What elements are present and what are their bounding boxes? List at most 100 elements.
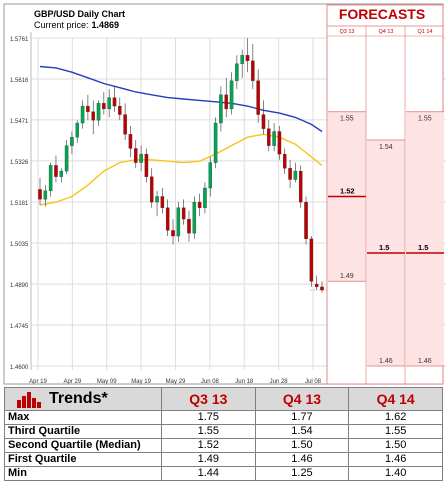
cell-value: 1.77 bbox=[254, 410, 350, 425]
y-tick-label: 1.4600 bbox=[10, 365, 29, 371]
candle-body bbox=[224, 94, 228, 110]
candle-body bbox=[283, 153, 287, 169]
candle-body bbox=[309, 238, 314, 282]
table-row: Min 1.44 1.25 1.40 bbox=[4, 466, 443, 481]
candle-body bbox=[304, 201, 308, 240]
candle-body bbox=[64, 145, 69, 172]
bar-chart-icon bbox=[17, 392, 41, 408]
trends-header-q3-13: Q3 13 bbox=[161, 387, 256, 411]
row-label: First Quartile bbox=[4, 452, 162, 467]
cell-value: 1.55 bbox=[161, 424, 256, 439]
candle-body bbox=[139, 153, 143, 163]
y-tick-label: 1.4745 bbox=[10, 324, 29, 330]
candle-body bbox=[59, 170, 64, 177]
candle-body bbox=[149, 176, 154, 203]
candle-body bbox=[208, 162, 213, 189]
forecast-median-label: 1.52 bbox=[340, 186, 355, 195]
candle-body bbox=[134, 148, 138, 163]
cell-value: 1.75 bbox=[161, 410, 256, 425]
x-tick-label: Jun 18 bbox=[235, 379, 254, 385]
current-price-value: 1.4869 bbox=[92, 20, 120, 30]
forecast-column-label: Q1 14 bbox=[418, 29, 433, 35]
candle-body bbox=[314, 283, 319, 288]
candle-body bbox=[70, 137, 74, 146]
y-tick-label: 1.4890 bbox=[10, 283, 29, 289]
trends-header-row: Trends* Q3 13 Q4 13 Q4 14 bbox=[4, 387, 443, 411]
candle-body bbox=[43, 190, 48, 200]
candle-body bbox=[75, 122, 79, 138]
candle-body bbox=[155, 196, 159, 203]
candle-body bbox=[256, 80, 260, 115]
chart-title: GBP/USD Daily Chart bbox=[34, 9, 125, 19]
forecast-max-label: 1.55 bbox=[418, 116, 432, 123]
row-label: Max bbox=[4, 410, 162, 425]
trends-title-cell: Trends* bbox=[4, 387, 162, 411]
candle-body bbox=[293, 170, 298, 180]
forecast-min-label: 1.46 bbox=[418, 358, 432, 365]
y-tick-label: 1.5035 bbox=[10, 242, 29, 248]
candle-body bbox=[128, 134, 133, 149]
table-row: Max 1.75 1.77 1.62 bbox=[4, 410, 443, 425]
forecast-median-label: 1.5 bbox=[379, 243, 389, 252]
candle-body bbox=[229, 80, 234, 110]
x-tick-label: May 19 bbox=[131, 379, 151, 385]
sma-long-line bbox=[39, 65, 323, 133]
cell-value: 1.55 bbox=[348, 424, 443, 439]
forecast-range-box bbox=[406, 111, 444, 366]
row-label: Third Quartile bbox=[4, 424, 162, 439]
candle-body bbox=[219, 94, 223, 124]
candle-body bbox=[96, 103, 101, 121]
table-row: First Quartile 1.49 1.46 1.46 bbox=[4, 452, 443, 467]
cell-value: 1.46 bbox=[348, 452, 443, 467]
candle-body bbox=[277, 131, 282, 155]
y-tick-label: 1.5761 bbox=[10, 37, 29, 43]
x-tick-label: Jul 08 bbox=[305, 379, 322, 385]
forecast-column-label: Q3 13 bbox=[340, 29, 355, 35]
candle-body bbox=[107, 97, 111, 110]
x-tick-label: Jun 08 bbox=[201, 379, 220, 385]
x-tick-label: Jun 28 bbox=[270, 379, 289, 385]
candle-body bbox=[272, 131, 276, 146]
y-tick-label: 1.5471 bbox=[10, 119, 29, 125]
current-price-line: Current price: 1.4869 bbox=[34, 20, 119, 30]
x-tick-label: May 09 bbox=[97, 379, 117, 385]
candle-body bbox=[235, 63, 239, 81]
forecast-min-label: 1.49 bbox=[340, 273, 354, 280]
candle-body bbox=[86, 105, 90, 112]
current-price-label: Current price: bbox=[34, 20, 89, 30]
forecast-min-label: 1.46 bbox=[379, 358, 393, 365]
candle-body bbox=[176, 207, 181, 237]
x-tick-label: May 29 bbox=[166, 379, 186, 385]
candle-body bbox=[213, 122, 218, 163]
table-row: Third Quartile 1.55 1.54 1.55 bbox=[4, 424, 443, 439]
candle-body bbox=[112, 97, 117, 107]
forecast-median-label: 1.5 bbox=[418, 243, 428, 252]
forecast-max-label: 1.54 bbox=[379, 144, 393, 151]
candle-body bbox=[320, 286, 324, 291]
candle-body bbox=[251, 60, 255, 81]
cell-value: 1.62 bbox=[348, 410, 443, 425]
cell-value: 1.52 bbox=[161, 438, 256, 453]
candle-body bbox=[48, 165, 53, 191]
row-label: Min bbox=[4, 466, 162, 481]
trends-header-q4-13: Q4 13 bbox=[254, 387, 350, 411]
cell-value: 1.25 bbox=[254, 466, 350, 481]
trends-header-q4-14: Q4 14 bbox=[348, 387, 443, 411]
forecast-column-label: Q4 13 bbox=[379, 29, 394, 35]
x-tick-label: Apr 29 bbox=[64, 379, 82, 385]
candle-body bbox=[267, 128, 271, 146]
candle-body bbox=[181, 207, 186, 220]
candle-body bbox=[123, 114, 127, 135]
candle-body bbox=[91, 111, 95, 121]
candle-body bbox=[187, 218, 191, 234]
x-tick-label: Apr 19 bbox=[29, 379, 47, 385]
candle-body bbox=[261, 114, 266, 129]
y-tick-label: 1.5326 bbox=[10, 160, 29, 166]
candle-body bbox=[245, 55, 250, 62]
candle-body bbox=[102, 103, 106, 110]
forecasts-title: FORECASTS bbox=[339, 6, 425, 22]
candle-body bbox=[54, 165, 58, 177]
cell-value: 1.46 bbox=[254, 452, 350, 467]
candle-body bbox=[165, 207, 170, 231]
